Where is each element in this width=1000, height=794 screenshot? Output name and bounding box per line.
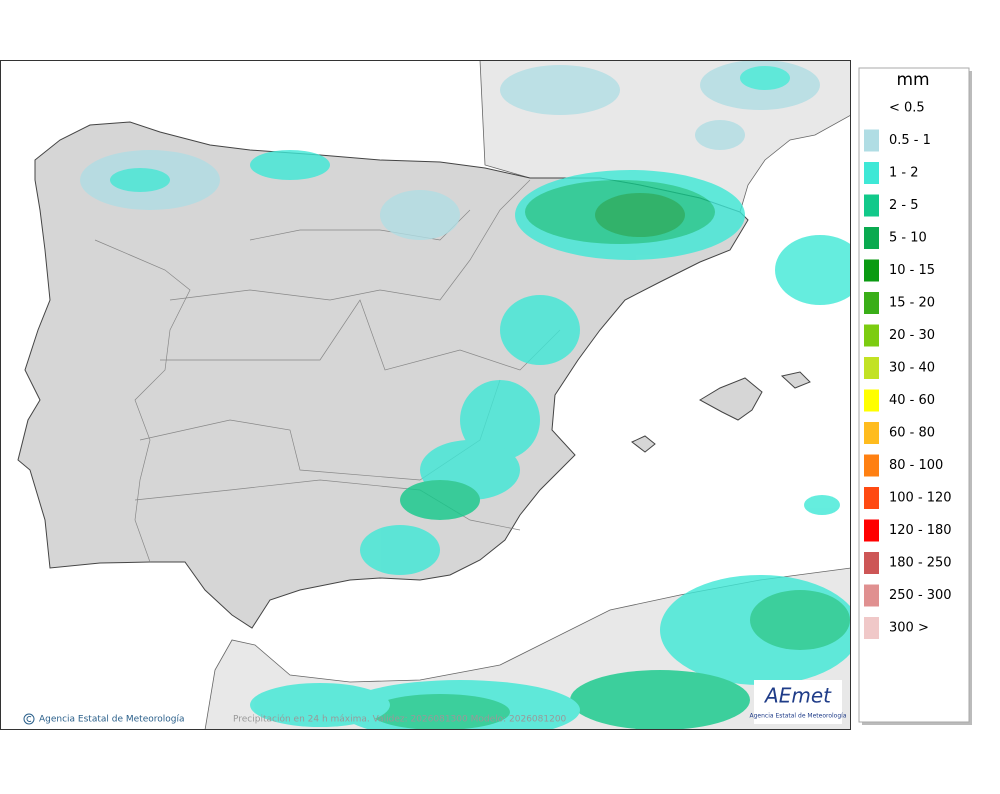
precipitation [80,61,850,729]
legend-label: 5 - 10 [889,231,927,246]
legend-swatch [864,129,879,152]
legend-label: 250 - 300 [889,588,952,603]
legend-label: 30 - 40 [889,361,935,376]
copyright-icon-c [26,716,32,722]
legend-swatch [864,617,879,639]
logo-name: AEmet [763,684,832,708]
legend-label: 80 - 100 [889,458,943,473]
legend-label: 180 - 250 [889,556,952,571]
map [17,61,850,729]
legend-label: 0.5 - 1 [889,133,931,148]
legend-swatch [864,194,879,217]
logo-subtitle: Agencia Estatal de Meteorología [750,713,847,720]
legend-label: 2 - 5 [889,198,919,213]
legend-swatch [864,454,879,477]
legend-label: 120 - 180 [889,523,952,538]
legend-label: 300 > [889,621,929,636]
legend-swatch [864,357,879,379]
copyright-icon [23,713,35,725]
legend-label: 1 - 2 [889,166,919,181]
mallorca [698,377,763,421]
credit: Agencia Estatal de Meteorología [39,715,185,725]
legend-label: 100 - 120 [889,491,952,506]
ibiza [631,435,656,453]
legend-swatch [864,487,879,509]
legend-label: 20 - 30 [889,328,935,343]
legend-swatch [864,324,879,347]
legend-label: 15 - 20 [889,296,935,311]
legend-swatch [864,227,879,249]
caption: Precipitación en 24 h máxima. Validez: 2… [233,714,567,725]
legend-swatch [864,259,879,282]
legend-swatch [864,162,879,184]
logo-box [754,680,842,724]
legend-label: < 0.5 [889,101,925,116]
legend-label: 40 - 60 [889,393,935,408]
legend-swatch [864,552,879,574]
legend-swatch [864,292,879,314]
legend-swatch [864,584,879,607]
legend-label: 10 - 15 [889,263,935,278]
legend-label: 60 - 80 [889,426,935,441]
legend-items: < 0.5 0.5 - 1 1 - 2 2 - 5 5 - 10 10 - 15 15 - … [864,101,952,639]
legend-swatch [864,422,879,444]
legend-swatch [864,519,879,542]
menorca [780,371,811,389]
legend-title: mm [896,70,929,90]
legend-swatch [864,389,879,412]
